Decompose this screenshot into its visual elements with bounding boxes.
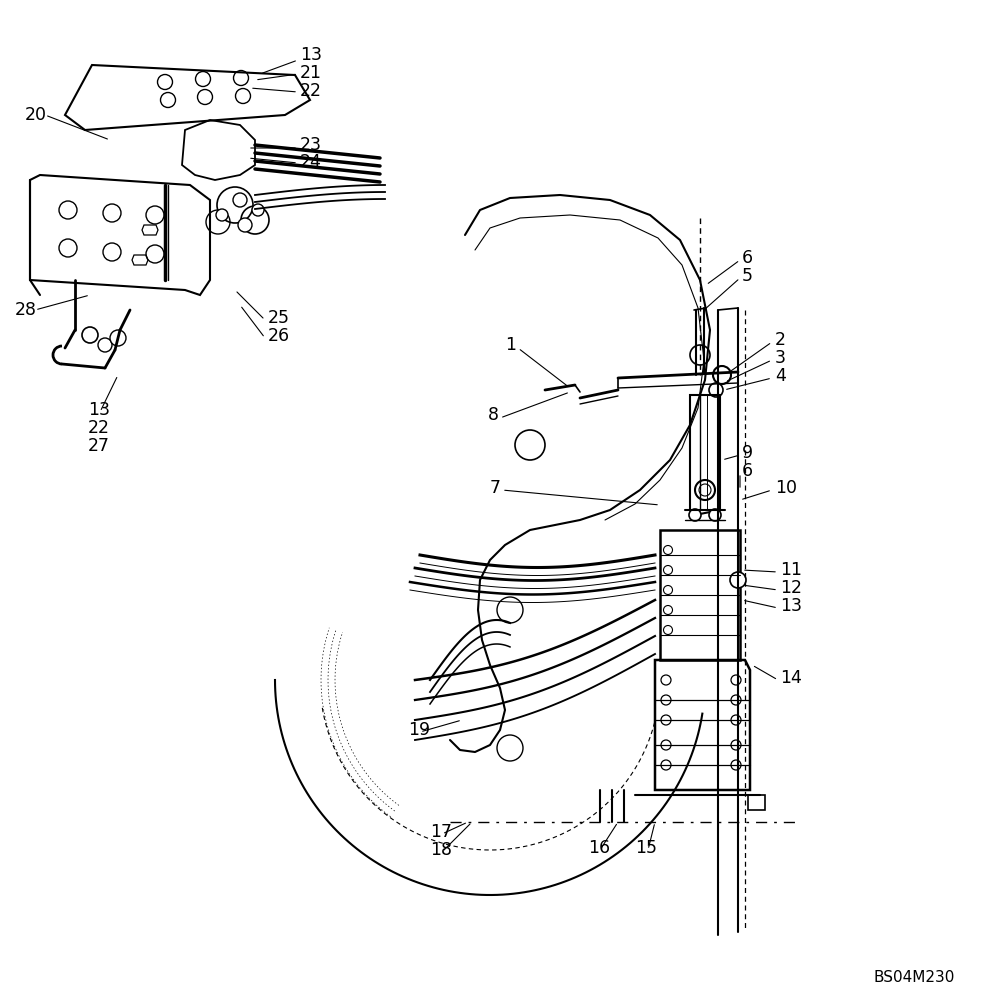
Text: 13: 13 (88, 401, 110, 419)
Text: 13: 13 (300, 46, 322, 64)
Text: 7: 7 (490, 479, 501, 497)
Text: 18: 18 (430, 841, 452, 859)
Circle shape (661, 760, 671, 770)
Circle shape (731, 675, 741, 685)
Circle shape (731, 740, 741, 750)
Text: 6: 6 (742, 249, 753, 267)
Text: 16: 16 (588, 839, 610, 857)
Circle shape (730, 572, 746, 588)
Circle shape (731, 715, 741, 725)
Text: 12: 12 (780, 579, 802, 597)
Text: 26: 26 (268, 327, 290, 345)
Circle shape (664, 566, 673, 574)
Circle shape (661, 715, 671, 725)
Text: 11: 11 (780, 561, 802, 579)
Text: 19: 19 (408, 721, 431, 739)
Text: 3: 3 (775, 349, 786, 367)
Text: BS04M230: BS04M230 (874, 970, 955, 985)
Text: 8: 8 (488, 406, 499, 424)
Text: 13: 13 (780, 597, 802, 615)
Text: 9: 9 (742, 444, 753, 462)
Circle shape (731, 695, 741, 705)
Circle shape (664, 605, 673, 614)
Text: 2: 2 (775, 331, 786, 349)
Circle shape (238, 218, 252, 232)
Text: 17: 17 (430, 823, 452, 841)
Text: 10: 10 (775, 479, 797, 497)
Circle shape (661, 740, 671, 750)
Text: 28: 28 (15, 301, 37, 319)
Circle shape (664, 626, 673, 635)
Circle shape (233, 193, 247, 207)
Circle shape (709, 509, 721, 521)
Circle shape (713, 366, 731, 384)
Text: 24: 24 (300, 153, 321, 171)
Text: 23: 23 (300, 136, 322, 154)
Circle shape (110, 330, 126, 346)
Circle shape (664, 546, 673, 554)
Text: 6: 6 (742, 462, 753, 480)
Circle shape (661, 695, 671, 705)
Text: 21: 21 (300, 64, 322, 82)
Circle shape (709, 383, 723, 397)
Text: 22: 22 (88, 419, 110, 437)
Circle shape (216, 209, 228, 221)
Text: 20: 20 (25, 106, 47, 124)
Text: 4: 4 (775, 367, 786, 385)
Circle shape (664, 585, 673, 594)
Circle shape (661, 675, 671, 685)
Text: 14: 14 (780, 669, 802, 687)
Text: 5: 5 (742, 267, 753, 285)
Circle shape (252, 204, 264, 216)
Text: 25: 25 (268, 309, 290, 327)
Text: 1: 1 (505, 336, 516, 354)
Text: 15: 15 (635, 839, 657, 857)
Circle shape (731, 760, 741, 770)
Circle shape (689, 509, 701, 521)
Text: 27: 27 (88, 437, 110, 455)
Text: 22: 22 (300, 82, 322, 100)
